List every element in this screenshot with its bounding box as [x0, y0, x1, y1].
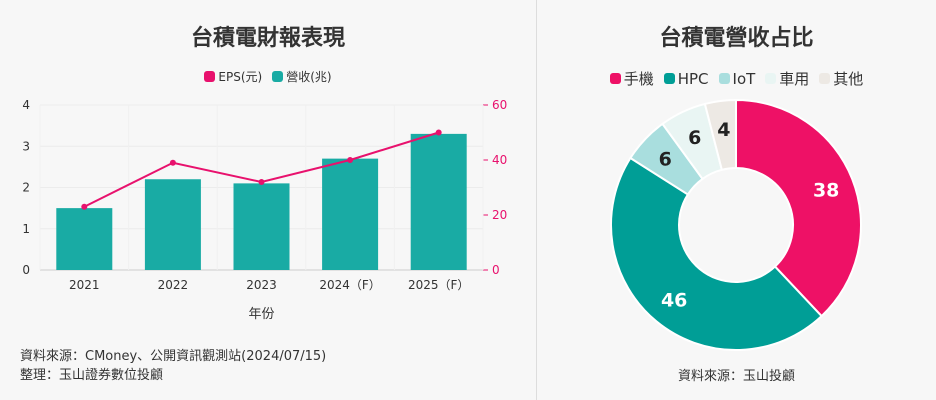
financial-credit-line: 整理：玉山證券數位投顧 [20, 368, 164, 383]
y-left-tick-label: 3 [22, 139, 30, 153]
revenue-bar [322, 158, 379, 270]
x-tick-label: 2025（F） [408, 278, 469, 292]
legend-swatch [272, 71, 284, 82]
legend-swatch [718, 73, 730, 84]
eps-point [81, 203, 88, 210]
x-axis-title: 年份 [248, 307, 274, 322]
eps-point [347, 157, 354, 163]
revenue-share-panel: 台積電營收占比 手機 HPC IoT 車用 其他 38 46 6 6 4 資料來源：玉山投顧 [537, 0, 936, 400]
legend-label: 營收(兆) [286, 70, 332, 84]
x-tick-label: 2023 [246, 278, 277, 292]
legend-label: 手機 [623, 70, 654, 88]
donut-value-label: 46 [661, 290, 687, 312]
eps-point [435, 129, 442, 136]
y-right-tick-label: 20 [492, 208, 507, 222]
financial-panel: 台積電財報表現 EPS(元) 營收(兆) 0 1 2 3 4 0 20 40 60 2021 2022… [0, 26, 536, 383]
eps-point [169, 159, 176, 166]
donut-slice-other [703, 98, 737, 172]
legend-label: EPS(元) [218, 70, 263, 84]
financial-source-line: 資料來源：CMoney、公開資訊觀測站(2024/07/15) [20, 349, 327, 364]
legend-swatch [819, 73, 831, 84]
y-left-tick-label: 0 [22, 263, 30, 277]
y-right-tick-label: 60 [492, 98, 507, 112]
financial-legend: EPS(元) 營收(兆) [0, 68, 536, 85]
revenue-share-title: 台積電營收占比 [659, 26, 814, 51]
y-left-tick-label: 2 [22, 181, 30, 195]
legend-item-phone: 手機 [609, 68, 654, 89]
donut-value-label: 6 [659, 149, 672, 171]
legend-item-car: 車用 [765, 68, 809, 89]
legend-swatch [204, 71, 216, 82]
revenue-share-legend: 手機 HPC IoT 車用 其他 [537, 68, 936, 89]
legend-item-revenue: 營收(兆) [272, 68, 332, 85]
legend-swatch [765, 73, 777, 84]
donut-slice-phone [735, 98, 862, 318]
legend-item-eps: EPS(元) [204, 68, 262, 85]
x-tick-label: 2024（F） [319, 278, 380, 292]
eps-point [258, 179, 265, 185]
y-left-tick-label: 1 [22, 222, 30, 236]
donut-value-label: 6 [688, 127, 701, 149]
revenue-share-source: 資料來源：玉山投顧 [677, 369, 795, 384]
legend-swatch [663, 73, 675, 84]
revenue-bar [56, 208, 113, 270]
revenue-bar [233, 183, 290, 270]
panel-divider [536, 0, 537, 400]
legend-swatch [609, 73, 621, 84]
revenue-bar [144, 179, 201, 270]
revenue-bar [410, 133, 467, 270]
legend-item-other: 其他 [819, 68, 863, 89]
legend-label: 車用 [779, 70, 810, 88]
donut-value-label: 38 [813, 179, 839, 201]
y-left-tick-label: 4 [22, 98, 30, 112]
legend-label: IoT [732, 69, 756, 88]
legend-item-iot: IoT [718, 68, 756, 89]
donut-value-label: 4 [717, 119, 730, 141]
legend-label: HPC [677, 69, 709, 88]
y-right-tick-label: 0 [492, 263, 500, 277]
y-right-tick-label: 40 [492, 153, 507, 167]
legend-item-hpc: HPC [663, 68, 709, 89]
financial-chart-title: 台積電財報表現 [190, 26, 345, 51]
x-tick-label: 2022 [158, 278, 189, 292]
x-tick-label: 2021 [69, 278, 100, 292]
legend-label: 其他 [833, 70, 864, 88]
donut-slice-hpc [610, 156, 823, 351]
